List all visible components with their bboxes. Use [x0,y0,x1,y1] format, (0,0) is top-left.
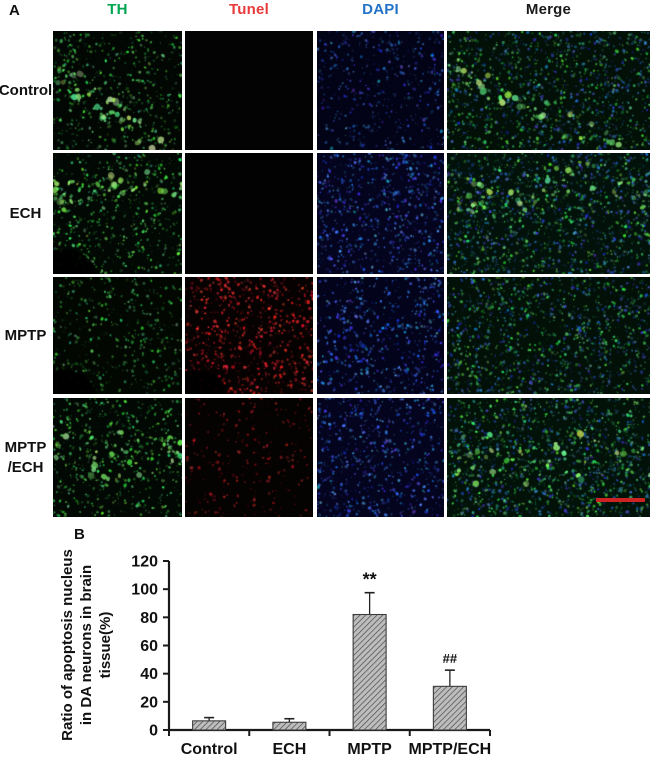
y-axis-title-line-3: tissue(%) [97,612,114,679]
column-header-th: TH [107,1,128,18]
micrograph-mptp-merge [447,277,650,394]
row-label-ech: ECH [9,204,42,222]
x-tick-label-mptp: MPTP [347,741,392,758]
y-tick-label-100: 100 [131,582,158,599]
annotation-mptp: ** [363,570,377,590]
column-header-tunel: Tunel [229,1,269,18]
micrograph-ech-th [53,153,182,274]
annotation-mptp-ech: ## [443,651,458,666]
micrograph-ech-merge [447,153,650,274]
micrograph-control-merge [447,31,650,150]
column-header-dapi: DAPI [362,1,399,18]
x-tick-label-mptp-ech: MPTP/ECH [409,741,492,758]
micrograph-control-tunel [185,31,313,150]
micrograph-ech-tunel [185,153,313,274]
row-label-mptp-ech: MPTP/ECH [4,439,47,476]
y-axis-title-line-1: Ratio of apoptosis nucleus [59,549,76,741]
micrograph-control-dapi [317,31,444,150]
y-tick-label-40: 40 [140,666,158,683]
micrograph-mptp-tunel [185,277,313,394]
row-label-control: Control [0,81,53,99]
micrograph-mptp-th [53,277,182,394]
bar-mptp-ech [432,685,467,731]
micrograph-mptp-dapi [317,277,444,394]
y-tick-label-120: 120 [131,554,158,571]
row-label-mptp: MPTP [4,326,47,344]
bar-control [192,720,227,731]
column-header-merge: Merge [525,1,572,18]
y-tick-label-80: 80 [140,610,158,627]
panel-a-label: A [9,2,20,19]
bar-chart: 0 20 40 60 80 100 120 Ratio of apoptosis nucleu… [59,549,492,758]
micrograph-mptpech-tunel [185,398,313,517]
y-tick-label-60: 60 [140,638,158,655]
micrograph-mptpech-th [53,398,182,517]
bar-ech [272,721,307,731]
y-tick-label-0: 0 [149,723,158,740]
micrograph-control-th [53,31,182,150]
x-tick-label-control: Control [181,741,238,758]
micrograph-mptpech-merge [447,398,650,517]
y-axis-title-line-2: in DA neurons in brain [78,565,95,725]
panel-b: B 0 20 40 60 80 100 120 Ratio of apoptosis nucl… [0,522,650,762]
x-tick-label-ech: ECH [272,741,306,758]
bar-mptp [352,613,387,731]
micrograph-mptpech-dapi [317,398,444,517]
panel-b-label: B [74,526,85,543]
y-tick-label-20: 20 [140,694,158,711]
micrograph-ech-dapi [317,153,444,274]
panel-a: A TH Tunel DAPI Merge Control ECH MPTP MPTP/EC… [0,1,650,517]
scale-bar [596,498,645,502]
